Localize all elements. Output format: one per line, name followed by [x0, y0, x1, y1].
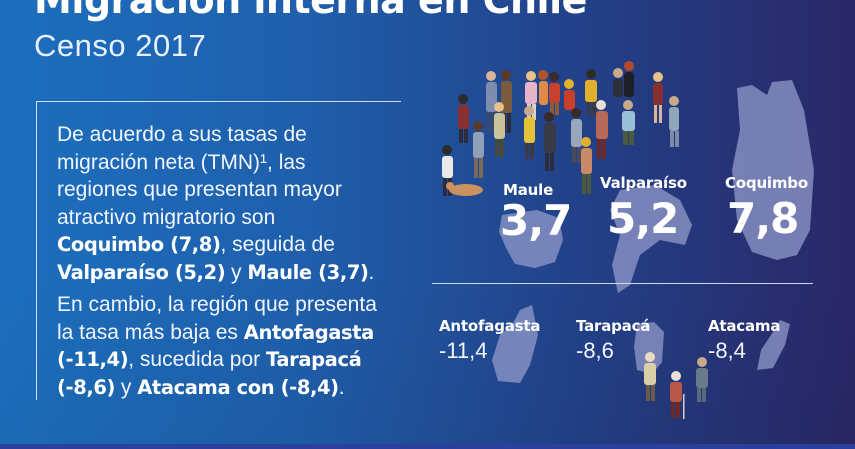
text-line: De acuerdo a sus tasas de: [57, 123, 307, 146]
elderly-people-illustration: [644, 352, 708, 419]
description-box: De acuerdo a sus tasas de migración neta…: [36, 101, 401, 400]
maule-map-icon: [499, 210, 563, 268]
text-line: migración neta (TMN)¹, las: [57, 150, 306, 174]
highlight-valparaiso: Valparaíso (5,2): [57, 260, 226, 284]
region-value-coquimbo: 7,8: [727, 194, 799, 243]
text-line: (-8,6) y Atacama con (-8,4).: [57, 375, 345, 399]
section-divider: [432, 283, 813, 284]
region-label-valparaiso: Valparaíso: [600, 174, 687, 192]
region-label-maule: Maule: [503, 181, 554, 199]
region-value-antofagasta: -11,4: [439, 338, 488, 363]
region-label-antofagasta: Antofagasta: [439, 317, 541, 335]
region-value-atacama: -8,4: [708, 338, 746, 363]
text-line: atractivo migratorio son: [57, 205, 276, 229]
bottom-bar: [0, 444, 855, 449]
divider-top: [37, 101, 401, 102]
atacama-map-icon: [757, 320, 790, 370]
paragraph-negative: En cambio, la región que presenta la tas…: [57, 291, 377, 401]
region-label-atacama: Atacama: [708, 317, 781, 335]
highlight-coquimbo: Coquimbo (7,8): [57, 233, 221, 256]
highlight-tarapaca: Tarapacá: [266, 348, 362, 371]
text-line: regiones que presentan mayor: [57, 178, 342, 201]
people-crowd-illustration: [442, 61, 679, 196]
text-line: (-11,4), sucedida por Tarapacá: [57, 348, 362, 371]
highlight-atacama: Atacama con (-8,4): [137, 375, 339, 399]
text-line: En cambio, la región que presenta: [57, 293, 377, 316]
page-title: Migración interna en Chile: [34, 0, 587, 22]
tarapaca-map-icon: [634, 322, 664, 374]
highlight-antofagasta: Antofagasta: [243, 320, 375, 344]
text-line: la tasa más baja es Antofagasta: [57, 320, 375, 344]
region-value-valparaiso: 5,2: [607, 194, 679, 243]
region-value-tarapaca: -8,6: [576, 338, 614, 363]
region-label-tarapaca: Tarapacá: [576, 317, 651, 335]
page-subtitle: Censo 2017: [34, 28, 207, 63]
antofagasta-map-icon: [492, 305, 538, 383]
coquimbo-map-icon: [732, 80, 814, 260]
text-line: Coquimbo (7,8), seguida de: [57, 233, 335, 256]
valparaiso-map-icon: [610, 185, 692, 293]
text-line: Valparaíso (5,2) y Maule (3,7).: [57, 260, 375, 284]
region-label-coquimbo: Coquimbo: [725, 174, 808, 192]
paragraph-positive: De acuerdo a sus tasas de migración neta…: [57, 121, 374, 286]
region-value-maule: 3,7: [500, 196, 572, 245]
highlight-maule: Maule (3,7): [247, 260, 369, 284]
